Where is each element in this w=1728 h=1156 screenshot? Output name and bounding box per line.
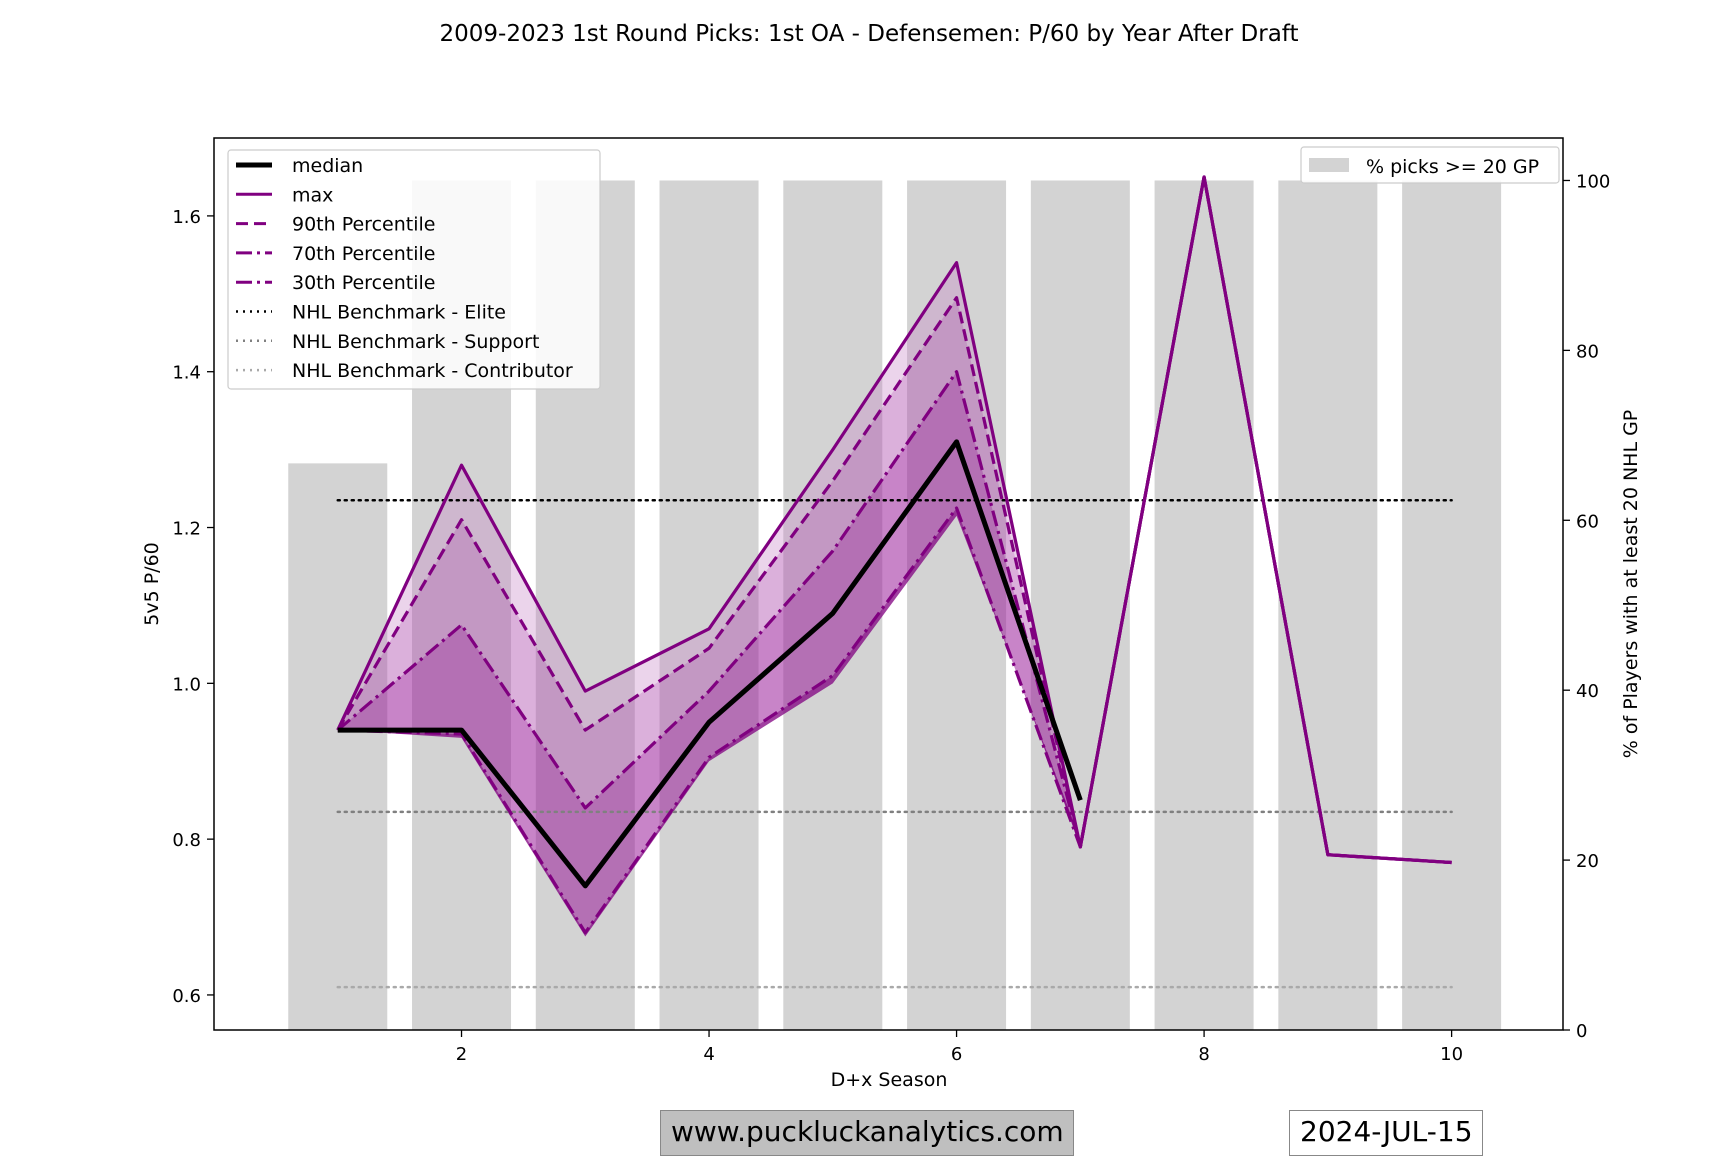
website-watermark: www.puckluckanalytics.com — [660, 1110, 1074, 1156]
x-tick-label: 2 — [456, 1044, 467, 1065]
y2-tick-label: 20 — [1576, 851, 1599, 872]
y-tick-label: 0.6 — [172, 986, 201, 1007]
legend2-label: % picks >= 20 GP — [1366, 156, 1539, 178]
y-tick-label: 1.4 — [172, 363, 201, 384]
y-tick-label: 1.2 — [172, 519, 201, 540]
band-90-70 — [337, 297, 1081, 847]
legend-label-0: median — [292, 155, 363, 177]
legend-label-7: NHL Benchmark - Contributor — [292, 360, 573, 382]
band-70-30 — [337, 371, 1081, 933]
y2-tick-label: 80 — [1576, 341, 1599, 362]
y2-tick-label: 0 — [1576, 1021, 1587, 1042]
x-tick-label: 8 — [1198, 1044, 1209, 1065]
plot-frame — [213, 137, 1564, 1031]
bar-d7 — [1030, 180, 1130, 1030]
legend-label-6: NHL Benchmark - Support — [292, 331, 539, 353]
bar-d8 — [1154, 180, 1254, 1030]
band-max-90 — [337, 262, 1081, 847]
y-axis-label: 5v5 P/60 — [141, 542, 163, 626]
date-stamp: 2024-JUL-15 — [1289, 1110, 1483, 1156]
series-line-3 — [337, 175, 1452, 935]
x-tick-label: 6 — [951, 1044, 962, 1065]
series-line-2 — [336, 175, 1452, 865]
x-tick-label: 10 — [1440, 1044, 1463, 1065]
y-tick-label: 1.0 — [172, 674, 201, 695]
legend2-swatch — [1309, 158, 1349, 172]
legend-label-1: max — [292, 184, 333, 206]
x-tick-label: 4 — [703, 1044, 714, 1065]
bar-d9 — [1278, 180, 1378, 1030]
legend-label-2: 90th Percentile — [292, 214, 435, 236]
legend2-box — [1300, 146, 1560, 184]
series-line-4 — [337, 439, 1083, 889]
chart-title: 2009-2023 1st Round Picks: 1st OA - Defe… — [439, 21, 1298, 47]
legend-label-5: NHL Benchmark - Elite — [292, 302, 506, 324]
legend-right: % picks >= 20 GP — [1300, 146, 1560, 184]
legend-label-3: 70th Percentile — [292, 243, 435, 265]
axes-layer: 2 4 6 8 10 0.6 0.8 1.0 1.2 1.4 1.6 0 20 40 60 80 100 — [172, 171, 1610, 1065]
legend-box — [227, 149, 601, 390]
y-tick-label: 1.6 — [172, 207, 201, 228]
bands-layer — [337, 262, 1081, 937]
y2-tick-label: 60 — [1576, 511, 1599, 532]
y2-tick-label: 100 — [1576, 171, 1610, 192]
y2-tick-label: 40 — [1576, 681, 1599, 702]
lines-layer — [336, 175, 1452, 935]
bar-d1 — [288, 463, 388, 1030]
x-axis-label: D+x Season — [831, 1069, 948, 1091]
y-tick-label: 0.8 — [172, 830, 201, 851]
legend-label-4: 30th Percentile — [292, 272, 435, 294]
legend-left: median max 90th Percentile 70th Percentile 3… — [227, 149, 601, 390]
y2-axis-label: % of Players with at least 20 NHL GP — [1620, 410, 1642, 759]
bar-d6 — [907, 180, 1007, 1030]
bar-d10 — [1402, 180, 1502, 1030]
